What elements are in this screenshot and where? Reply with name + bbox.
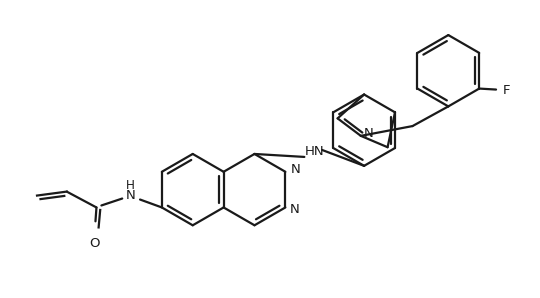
Text: HN: HN — [305, 145, 324, 159]
Text: N: N — [289, 203, 299, 216]
Text: N: N — [364, 127, 374, 140]
Text: F: F — [503, 84, 510, 97]
Text: N: N — [291, 163, 300, 176]
Text: N: N — [125, 189, 135, 202]
Text: H: H — [126, 179, 134, 192]
Text: O: O — [89, 237, 100, 250]
